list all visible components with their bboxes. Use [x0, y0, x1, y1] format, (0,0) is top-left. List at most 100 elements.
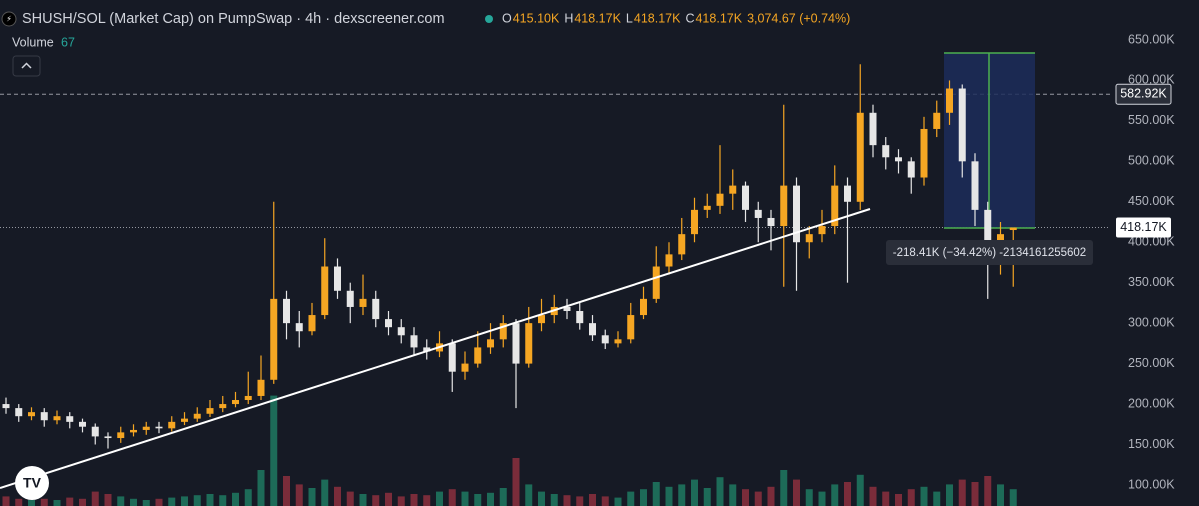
candle-body	[614, 339, 622, 344]
candle-body	[142, 426, 150, 430]
candle-body	[193, 413, 201, 419]
candle-body	[104, 436, 112, 439]
volume-bar	[487, 492, 494, 506]
candle-body	[283, 298, 290, 324]
volume-bar	[1009, 489, 1017, 506]
volume-bar	[181, 496, 188, 506]
volume-bar	[920, 486, 928, 506]
volume-bar	[423, 495, 431, 506]
volume-bar	[907, 489, 915, 506]
volume-bar	[193, 495, 201, 506]
candle-body	[589, 323, 596, 336]
volume-bar	[627, 491, 635, 506]
volume-bar	[104, 494, 112, 506]
candle-body	[155, 426, 163, 429]
candle-body	[79, 421, 86, 427]
candle-body	[933, 112, 941, 129]
volume-bar	[882, 491, 890, 506]
volume-bar	[321, 479, 329, 506]
candle-body	[652, 266, 660, 299]
collapse-icon	[21, 62, 32, 69]
tv-logo-text: TV	[23, 475, 42, 491]
ohlc-value: 418.17K	[695, 11, 742, 25]
volume-bar	[742, 489, 749, 506]
volume-bar	[410, 494, 418, 506]
candle-body	[346, 290, 354, 307]
volume-bar	[66, 497, 74, 506]
candle-body	[844, 185, 851, 202]
price-tag-box	[1116, 217, 1171, 238]
volume-bar	[117, 496, 125, 506]
volume-bar	[831, 484, 839, 506]
volume-bar	[168, 497, 176, 506]
candle-body	[397, 327, 405, 336]
volume-bar	[780, 470, 788, 506]
volume-bar	[971, 482, 979, 506]
volume-bar	[767, 486, 775, 506]
volume-bar	[359, 494, 367, 506]
volume-bar	[244, 489, 252, 506]
ohlc-change: 3,074.67 (+0.74%)	[747, 11, 850, 25]
candle-body	[678, 234, 686, 255]
volume-bar	[295, 484, 303, 506]
candle-body	[423, 347, 431, 352]
candle-body	[780, 185, 788, 227]
candle-body	[53, 416, 61, 421]
candle-body	[461, 363, 469, 372]
volume-bar	[538, 491, 545, 506]
volume-bar	[436, 491, 443, 506]
volume-bar	[703, 488, 711, 506]
candle-body	[946, 88, 953, 113]
collapse-button[interactable]	[12, 55, 41, 77]
y-tick-label: 150.00K	[1128, 437, 1175, 451]
volume-bar	[946, 484, 953, 506]
volume-bar	[334, 486, 341, 506]
candle-body	[308, 315, 316, 332]
y-tick-label: 100.00K	[1128, 477, 1175, 491]
candle-body	[321, 266, 329, 316]
y-tick-label: 400.00K	[1128, 235, 1175, 249]
price-tag-box	[1115, 83, 1172, 105]
candle-body	[244, 395, 252, 401]
y-axis: 100.00K 150.00K 200.00K 250.00K 300.00K 350.0…	[1128, 32, 1175, 491]
candle-body	[869, 112, 877, 146]
candle-body	[601, 335, 609, 344]
candle-body	[805, 234, 813, 243]
volume-bar	[474, 494, 482, 506]
volume-bar	[958, 479, 966, 506]
volume-legend-label: Volume	[12, 35, 54, 49]
volume-bar	[563, 495, 571, 506]
price-tag: 582.92K	[1120, 87, 1167, 101]
candle-body	[754, 209, 762, 218]
candle-body	[691, 209, 698, 235]
candle-body	[2, 404, 10, 409]
candle-body	[28, 412, 35, 417]
volume-layer	[2, 395, 1017, 506]
volume-bar	[397, 496, 405, 506]
volume-bar	[130, 498, 137, 506]
volume-bar	[601, 496, 609, 506]
y-tick-label: 600.00K	[1128, 73, 1175, 87]
volume-bar	[640, 489, 647, 506]
price-tags: 582.92K 418.17K	[1115, 83, 1172, 238]
candle-body	[729, 185, 737, 194]
candle-body	[40, 412, 48, 421]
candle-body	[448, 343, 456, 372]
volume-bar	[614, 497, 622, 506]
volume-bar	[754, 491, 762, 506]
volume-bar	[283, 476, 290, 506]
volume-bar	[933, 491, 941, 506]
candle-body	[512, 323, 520, 364]
candle-body	[1009, 227, 1017, 231]
y-tick-label: 650.00K	[1128, 32, 1175, 46]
volume-bar	[844, 482, 851, 506]
candle-body	[742, 185, 749, 210]
y-tick-label: 300.00K	[1128, 315, 1175, 329]
candle-body	[117, 432, 125, 439]
candle-body	[499, 323, 507, 340]
ohlc-key: H	[564, 11, 573, 25]
ohlc-key: O	[502, 11, 512, 25]
tv-logo[interactable]	[15, 466, 49, 500]
symbol-icon-glyph: ⚡	[6, 15, 12, 24]
volume-bar	[869, 486, 877, 506]
